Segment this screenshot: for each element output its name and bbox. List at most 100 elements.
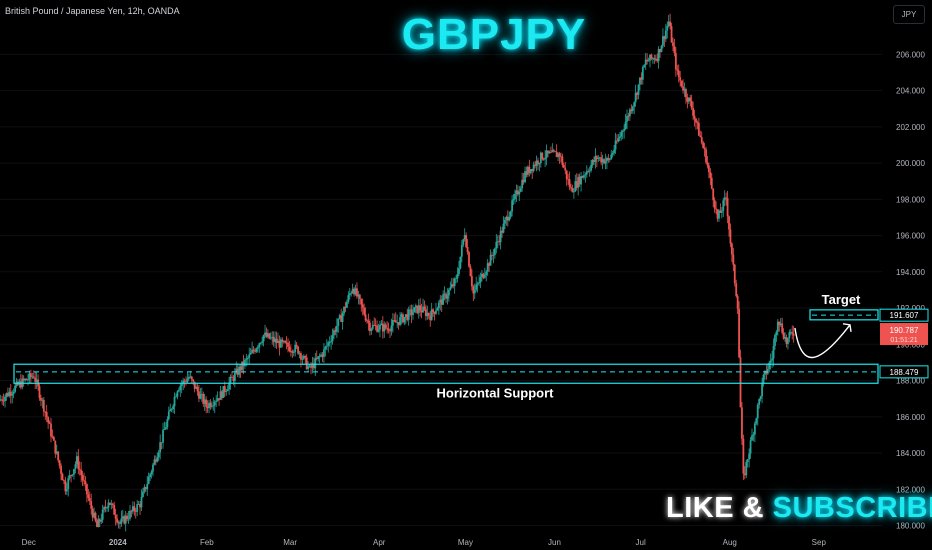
candle-body [55, 451, 58, 454]
candle-body [200, 394, 203, 395]
candle-body [426, 313, 429, 317]
candle-body [585, 171, 588, 175]
candle-body [402, 314, 404, 323]
y-tick-label: 198.000 [896, 195, 925, 204]
candle-body [221, 391, 223, 398]
candle-body [430, 309, 433, 321]
candle-body [449, 287, 452, 290]
candle-body [75, 456, 78, 465]
candle-body [432, 309, 434, 313]
currency-badge[interactable]: JPY [893, 5, 925, 24]
candle-body [110, 503, 113, 505]
candle-body [284, 341, 287, 343]
candle-body [233, 372, 236, 382]
candle-body [728, 216, 730, 230]
candle-body [116, 518, 118, 523]
candle-body [354, 288, 357, 295]
candle-body [167, 411, 170, 420]
candle-body [547, 150, 549, 154]
candle-body [330, 341, 333, 343]
candle-body [379, 324, 381, 330]
candle-body [394, 320, 397, 323]
candle-body [239, 366, 242, 371]
candle-body [791, 332, 794, 334]
candle-body [229, 376, 232, 383]
candle-body [729, 229, 732, 244]
candle-body [177, 390, 180, 392]
candle-body [560, 156, 562, 158]
like-label: LIKE & [666, 492, 765, 524]
candle-body [670, 26, 673, 43]
candle-body [185, 381, 187, 383]
candle-body [50, 423, 52, 437]
level-price-label: 188.479 [890, 368, 919, 377]
candle-body [34, 377, 37, 382]
candle-body [391, 320, 394, 326]
candle-body [147, 476, 150, 484]
y-tick-label: 204.000 [896, 87, 925, 96]
candle-body [604, 161, 607, 164]
candle-body [176, 391, 179, 397]
candle-body [8, 391, 11, 397]
candle-body [307, 366, 310, 369]
candle-body [446, 295, 449, 299]
candle-body [699, 135, 702, 137]
candle-body [149, 474, 152, 477]
current-price-label: 190.787 [890, 326, 919, 335]
candle-body [787, 338, 789, 344]
candle-body [29, 373, 32, 377]
candle-body [51, 436, 54, 438]
candle-body [12, 391, 15, 394]
candle-body [594, 156, 597, 162]
candle-body [94, 512, 97, 521]
candle-body [202, 394, 205, 404]
candle-body [778, 321, 781, 326]
x-tick-label: Mar [283, 538, 297, 547]
candle-body [226, 389, 229, 391]
candle-body [524, 171, 526, 183]
candle-body [647, 60, 650, 62]
candle-body [616, 140, 618, 142]
candle-body [654, 58, 657, 60]
candle-body [308, 365, 311, 367]
candle-body [114, 514, 117, 519]
candle-body [86, 484, 88, 495]
candle-body [682, 86, 684, 91]
candle-body [324, 346, 327, 350]
target-annotation: Target [822, 292, 861, 307]
candle-body [676, 69, 679, 71]
candle-body [774, 335, 776, 346]
candle-body [741, 407, 743, 439]
support-zone [13, 363, 879, 384]
candle-body [173, 396, 176, 407]
candle-body [129, 510, 131, 519]
candle-body [527, 166, 529, 175]
candle-body [386, 328, 389, 330]
y-tick-label: 202.000 [896, 123, 925, 132]
candle-body [715, 208, 717, 210]
candle-body [119, 522, 121, 524]
candle-body [47, 417, 50, 423]
candle-body [575, 181, 578, 188]
candle-body [481, 273, 483, 278]
candle-body [462, 239, 465, 245]
candle-body [153, 459, 156, 465]
candle-body [614, 140, 617, 150]
candle-body [48, 422, 51, 424]
candle-body [68, 475, 71, 479]
candle-body [231, 376, 233, 378]
candle-body [305, 357, 308, 369]
candle-body [203, 399, 206, 404]
candle-body [70, 475, 73, 476]
candle-body [312, 363, 315, 369]
candle-body [52, 436, 55, 441]
candle-body [279, 339, 282, 348]
candle-body [83, 480, 85, 482]
candle-body [529, 169, 532, 173]
candle-body [28, 373, 31, 380]
candle-body [664, 30, 667, 40]
candle-body [578, 176, 581, 185]
candle-body [410, 309, 413, 316]
